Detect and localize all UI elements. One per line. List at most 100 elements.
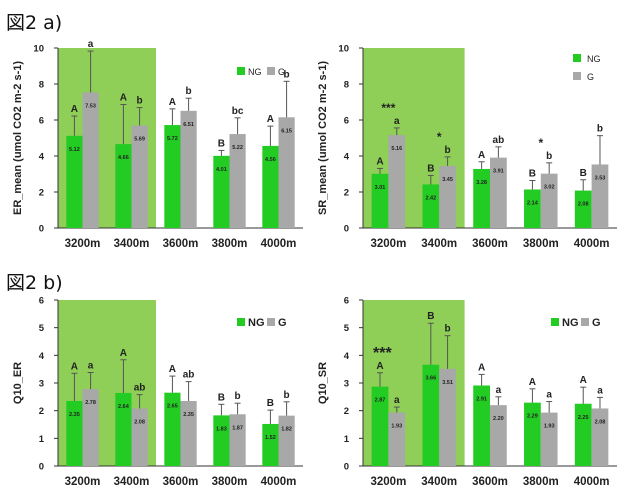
bar-g (278, 117, 295, 228)
x-tick-label: 3200m (370, 238, 406, 250)
x-tick-label: 3800m (523, 238, 559, 250)
significance-letter: A (267, 114, 274, 125)
bar-g (439, 165, 456, 228)
significance-letter: a (546, 390, 552, 401)
bar-g (229, 134, 246, 228)
highlight-region (58, 48, 156, 228)
data-label: 3.01 (375, 185, 386, 191)
legend-swatch-g (573, 72, 581, 80)
x-tick-label: 3400m (421, 238, 457, 250)
y-tick-label: 10 (33, 44, 44, 55)
bar-g (591, 408, 609, 466)
bar-g (591, 164, 609, 228)
y-tick-label: 5 (39, 323, 45, 334)
y-tick-label: 6 (344, 296, 349, 307)
x-tick-label: 3400m (421, 476, 457, 488)
data-label: 3.91 (493, 169, 504, 175)
y-tick-label: 2 (344, 188, 349, 199)
bar-ng (422, 184, 440, 228)
data-label: 2.87 (375, 398, 386, 404)
bar-ng (213, 415, 230, 466)
bar-g (131, 408, 148, 466)
bar-ng (66, 400, 83, 466)
data-label: 1.83 (216, 426, 227, 432)
bar-ng (473, 168, 490, 228)
y-axis-label: Q10_ER (12, 362, 24, 404)
legend-swatch-g (267, 318, 275, 326)
data-label: 3.45 (442, 177, 453, 183)
bar-g (388, 412, 406, 466)
bar-ng (164, 125, 181, 228)
data-label: 2.35 (183, 412, 194, 418)
data-label: 6.51 (183, 122, 194, 128)
bar-g (278, 415, 295, 466)
figure-label-b: 図2 b) (6, 272, 63, 294)
significance-letter: A (478, 362, 485, 373)
significance-letter: ab (183, 370, 195, 381)
significance-letter: A (478, 150, 485, 161)
significance-letter: B (218, 138, 225, 149)
bar-g (540, 173, 558, 228)
y-tick-label: 2 (39, 406, 44, 417)
data-label: 2.25 (578, 415, 589, 421)
bar-ng (524, 189, 541, 228)
x-tick-label: 3800m (212, 238, 248, 250)
significance-letter: A (169, 364, 176, 375)
data-label: 2.08 (578, 202, 589, 208)
bar-g (180, 400, 197, 466)
significance-letter: B (427, 163, 434, 174)
legend-label-ng: NG (248, 317, 265, 329)
significance-letter: b (284, 390, 290, 401)
significance-letter: A (71, 361, 78, 372)
data-label: 2.08 (134, 419, 145, 425)
significance-letter: b (597, 124, 603, 135)
data-label: 1.93 (391, 424, 402, 430)
bar-g (131, 125, 148, 228)
bar-ng (213, 155, 230, 228)
y-tick-label: 2 (344, 406, 349, 417)
x-tick-label: 4000m (574, 238, 610, 250)
significance-letter: bc (232, 106, 244, 117)
data-label: 2.20 (493, 416, 504, 422)
y-tick-label: 6 (39, 116, 44, 127)
significance-letter: A (529, 377, 536, 388)
significance-letter: B (529, 168, 536, 179)
y-tick-label: 0 (39, 462, 44, 473)
data-label: 2.29 (527, 414, 538, 420)
x-tick-label: 3800m (523, 476, 559, 488)
significance-stars: * (437, 130, 442, 144)
x-tick-label: 4000m (574, 476, 610, 488)
data-label: 2.14 (527, 200, 539, 206)
bar-ng (66, 135, 83, 228)
x-tick-label: 3400m (114, 476, 150, 488)
bar-ng (574, 190, 592, 228)
bar-ng (574, 403, 592, 466)
significance-letter: b (546, 151, 552, 162)
y-axis-label: Q10_SR (317, 362, 329, 404)
significance-letter: A (169, 97, 176, 108)
y-tick-label: 6 (39, 296, 44, 307)
bar-g (229, 414, 246, 466)
bar-ng (371, 386, 389, 466)
significance-letter: A (376, 361, 383, 372)
significance-letter: B (580, 168, 587, 179)
bar-g (439, 368, 456, 466)
x-tick-label: 3200m (65, 476, 101, 488)
legend-swatch-ng (237, 318, 245, 326)
data-label: 6.15 (281, 128, 292, 134)
data-label: 4.66 (118, 155, 129, 161)
x-tick-label: 3600m (472, 238, 508, 250)
data-label: 4.56 (265, 157, 276, 163)
significance-letter: b (445, 324, 451, 335)
y-tick-label: 1 (344, 434, 350, 445)
significance-letter: b (445, 145, 451, 156)
y-tick-label: 3 (39, 379, 44, 390)
significance-letter: A (580, 375, 587, 386)
significance-stars: *** (373, 345, 392, 362)
data-label: 2.78 (85, 400, 96, 406)
bar-g (82, 92, 99, 229)
y-tick-label: 5 (344, 323, 350, 334)
data-label: 1.82 (281, 427, 292, 433)
